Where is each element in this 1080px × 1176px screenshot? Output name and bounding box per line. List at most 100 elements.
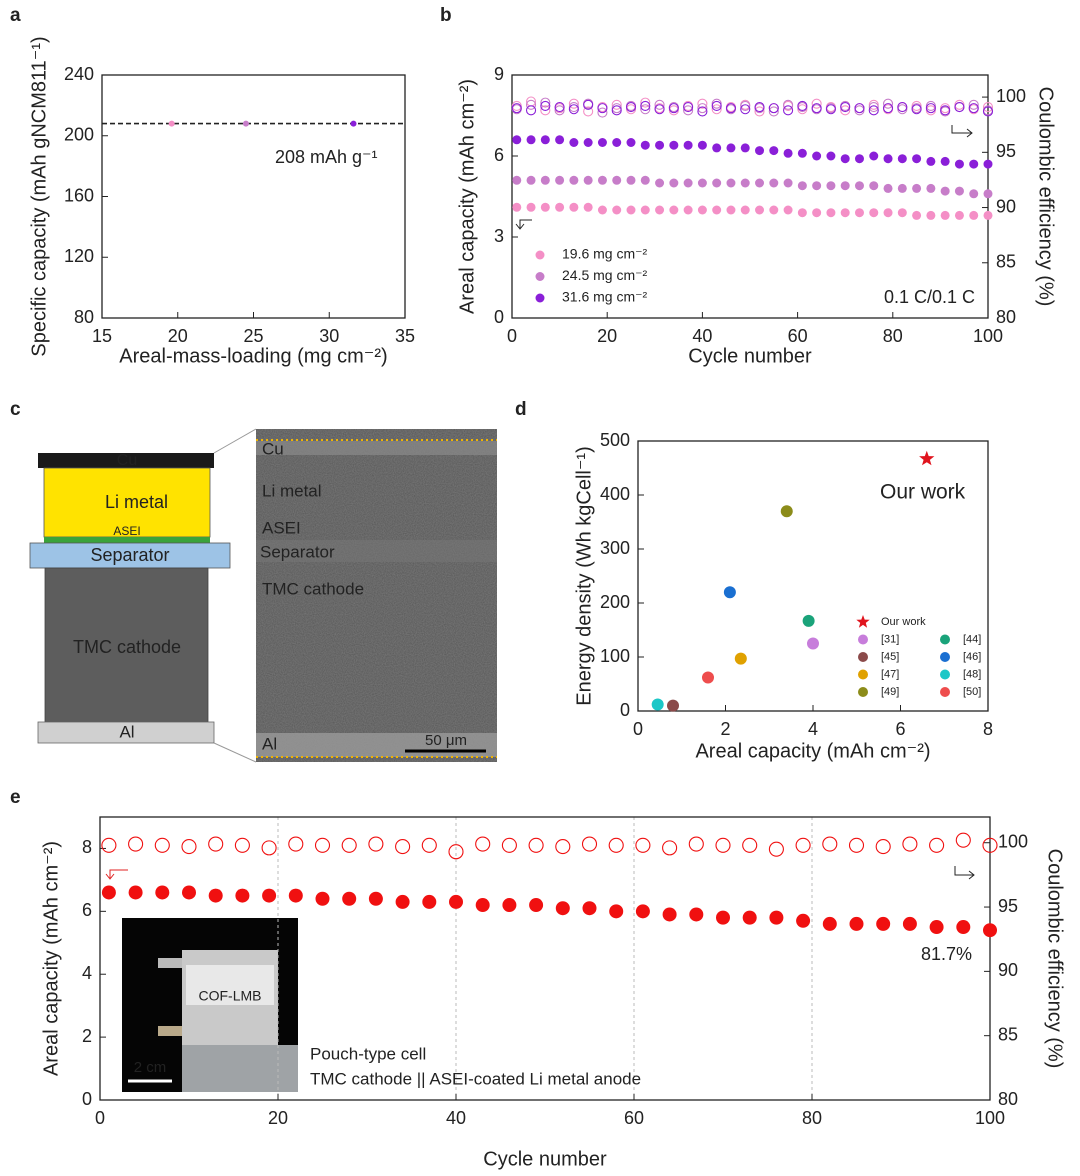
x-tick-label: 60 [624,1108,644,1128]
point [954,101,965,113]
point [583,175,593,185]
point [350,120,357,127]
inset-label: 2 cm [134,1059,167,1076]
y-axis-label: Areal capacity (mAh cm⁻²) [40,841,62,1076]
point [395,839,411,855]
legend-label: [47] [881,668,899,680]
point [208,888,223,903]
point [625,101,637,113]
point [697,178,707,188]
point [929,920,944,935]
legend-marker [535,293,545,303]
point [421,837,437,853]
point [635,904,650,919]
y2-axis-label: Coulombic efficiency (%) [1035,87,1057,307]
point [902,916,917,931]
x-tick-label: 40 [446,1108,466,1128]
point [726,205,736,215]
point [711,100,722,111]
point [983,189,993,199]
point [512,135,522,145]
point [554,101,565,113]
point [769,910,784,925]
point [723,586,736,599]
point [940,210,950,220]
point [655,205,665,215]
point [683,101,694,113]
panel-label: d [515,399,527,420]
legend-marker [858,669,868,680]
point [968,103,979,114]
x-tick-label: 0 [633,719,643,739]
point [825,104,836,115]
image-label: ASEI [262,518,301,537]
point [612,205,622,215]
point [662,907,677,922]
point [740,100,751,111]
point [725,103,737,114]
point [897,101,908,113]
point [554,105,565,116]
arrow [515,219,532,230]
point [683,178,693,188]
layer-label: Li metal [105,492,168,512]
y-tick-label: 9 [494,64,504,84]
x-tick-label: 80 [883,326,903,346]
x-tick-label: 2 [720,719,730,739]
point [697,140,707,150]
point [712,178,722,188]
point [626,138,636,147]
point [640,100,651,111]
point [812,208,822,218]
legend-label: [50] [963,686,981,698]
x-tick-label: 6 [895,719,905,739]
point [540,135,550,145]
legend-marker [940,652,950,662]
point [897,104,908,115]
x-tick-label: 15 [92,326,112,346]
point [840,154,850,164]
point [826,208,836,218]
point [583,106,594,117]
point [611,99,622,110]
point [780,505,793,518]
point [854,103,865,114]
point [395,894,410,909]
point [783,178,793,188]
legend-marker [535,250,545,260]
image-label: Al [262,734,277,753]
point [726,178,736,188]
panel-label: c [10,399,21,420]
legend-marker [858,634,868,645]
point [940,156,950,166]
point [569,175,579,185]
y-tick-label: 200 [64,125,94,145]
x-tick-label: 4 [808,719,818,739]
point [956,920,971,935]
y2-tick-label: 80 [996,307,1016,327]
point [689,907,704,922]
point [597,103,608,114]
point [783,148,793,158]
point [796,913,811,928]
legend-marker [940,687,950,697]
point [568,98,579,109]
point [635,837,651,853]
point [755,178,765,188]
annotation: 81.7% [921,944,972,964]
point [740,205,750,215]
point [969,210,979,220]
point [597,175,607,185]
y-tick-label: 200 [600,592,630,612]
point [912,210,922,220]
point [911,104,922,115]
point [869,151,879,161]
point [940,105,951,116]
point [609,904,624,919]
point [897,154,907,164]
point [235,888,250,903]
point [883,208,893,218]
legend-label: [49] [881,686,899,698]
y-tick-label: 6 [494,145,504,165]
x-tick-label: 20 [597,326,617,346]
